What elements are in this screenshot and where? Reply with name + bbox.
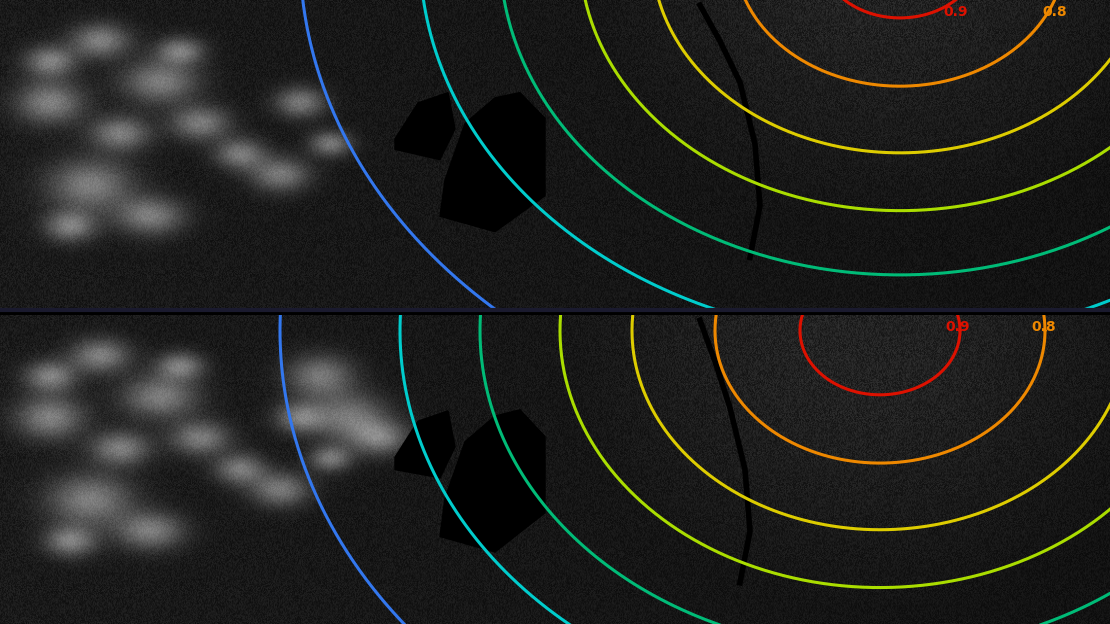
- Polygon shape: [395, 411, 455, 478]
- Text: 0.8: 0.8: [1042, 5, 1067, 19]
- Text: 0.9: 0.9: [944, 5, 968, 19]
- Polygon shape: [395, 92, 455, 160]
- Polygon shape: [440, 410, 545, 552]
- Polygon shape: [440, 92, 545, 232]
- Text: 0.8: 0.8: [1031, 320, 1057, 334]
- Text: 0.9: 0.9: [946, 320, 970, 334]
